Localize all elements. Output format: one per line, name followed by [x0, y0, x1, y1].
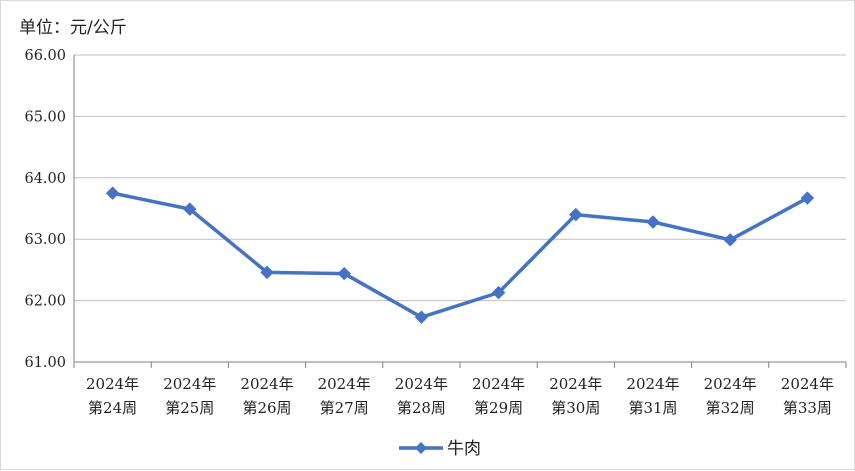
y-tick-label: 61.00 [24, 355, 66, 371]
y-tick-label: 65.00 [24, 109, 66, 125]
legend-marker [415, 442, 427, 454]
data-point [183, 202, 197, 216]
data-point [800, 191, 815, 205]
y-tick-label: 62.00 [24, 294, 66, 310]
x-tick-label: 第32周 [706, 399, 755, 417]
x-tick-label: 第33周 [783, 399, 832, 417]
unit-label: 单位：元/公斤 [19, 18, 127, 38]
x-tick-label: 第29周 [474, 399, 523, 417]
data-point [260, 265, 274, 280]
x-tick-label: 2024年 [86, 375, 139, 393]
y-tick-label: 64.00 [24, 171, 66, 187]
x-tick-label: 2024年 [163, 375, 216, 393]
y-tick-label: 66.00 [24, 48, 66, 64]
x-tick-label: 2024年 [549, 375, 602, 393]
series-line [112, 191, 809, 319]
x-tick-label: 第24周 [88, 399, 137, 417]
x-tick-label: 第26周 [242, 399, 291, 417]
x-tick-label: 2024年 [781, 375, 834, 393]
data-point [569, 207, 583, 222]
x-tick-label: 2024年 [318, 375, 371, 393]
x-tick-label: 第31周 [628, 399, 677, 417]
x-tick-label: 2024年 [240, 375, 293, 393]
data-point [491, 285, 506, 300]
x-tick-label: 2024年 [704, 375, 757, 393]
x-tick-label: 第25周 [165, 399, 214, 417]
x-tick-label: 2024年 [472, 375, 525, 393]
y-tick-label: 63.00 [24, 232, 66, 248]
x-tick-label: 第28周 [397, 399, 446, 417]
x-tick-label: 第27周 [320, 399, 369, 417]
data-point [337, 266, 351, 281]
x-tick-label: 2024年 [626, 375, 679, 393]
data-point [105, 186, 120, 200]
data-point [723, 233, 737, 247]
x-tick-label: 2024年 [395, 375, 448, 393]
data-point [414, 310, 429, 324]
x-tick-label: 第30周 [551, 399, 600, 417]
data-point [646, 215, 660, 229]
legend-label: 牛肉 [447, 439, 481, 459]
